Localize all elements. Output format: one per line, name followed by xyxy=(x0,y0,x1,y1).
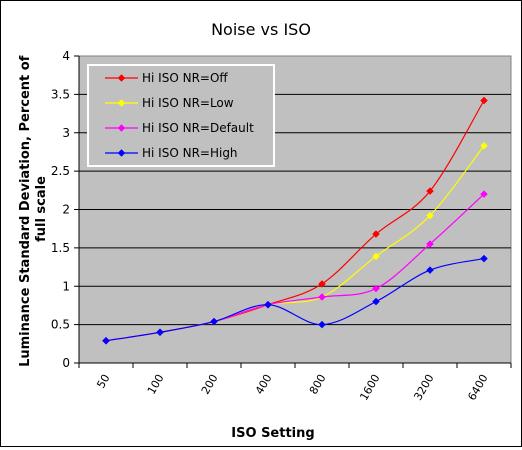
y-axis-label-line-2: full scale xyxy=(34,176,49,242)
y-tick-label: 3.5 xyxy=(51,87,70,101)
data-point xyxy=(117,99,126,107)
data-point xyxy=(480,96,488,105)
data-point xyxy=(117,149,126,157)
legend-label: Hi ISO NR=Default xyxy=(142,121,254,135)
series-layer xyxy=(102,96,488,345)
series-line xyxy=(105,258,485,342)
x-tick-label: 3200 xyxy=(411,372,436,403)
y-tick-label: 0 xyxy=(62,356,70,370)
data-point xyxy=(372,230,380,238)
data-point xyxy=(117,74,126,82)
y-tick-label: 0.5 xyxy=(51,318,70,332)
x-tick-label: 50 xyxy=(94,372,112,391)
x-tick-label: 200 xyxy=(199,372,221,397)
data-point xyxy=(102,336,110,345)
y-axis-label-line-1: Luminance Standard Deviation, Percent of xyxy=(18,55,33,367)
data-point xyxy=(318,293,326,301)
legend: Hi ISO NR=Off Hi ISO NR=Low Hi ISO NR=Defa… xyxy=(87,64,275,167)
y-tick-label: 2 xyxy=(62,203,70,217)
data-point xyxy=(372,297,380,306)
data-point xyxy=(426,187,434,195)
data-point xyxy=(117,124,126,132)
x-tick-label: 400 xyxy=(253,372,275,397)
legend-label: Hi ISO NR=High xyxy=(142,146,238,160)
data-point xyxy=(156,328,164,337)
y-axis-ticks: 0 0.5 1 1.5 2 2.5 3 3.5 4 xyxy=(51,49,80,370)
legend-label: Hi ISO NR=Off xyxy=(142,71,228,85)
x-axis-ticks: 50 100 200 400 800 1600 3200 6400 xyxy=(78,362,512,403)
data-point xyxy=(426,240,434,248)
x-tick-label: 100 xyxy=(145,372,167,397)
y-tick-label: 3 xyxy=(62,126,70,140)
data-point xyxy=(318,320,326,329)
y-tick-label: 1 xyxy=(62,279,70,293)
data-point xyxy=(426,211,434,220)
x-tick-label: 1600 xyxy=(357,372,382,403)
x-tick-label: 6400 xyxy=(465,372,490,403)
legend-box xyxy=(87,64,275,167)
data-point xyxy=(480,254,488,263)
data-point xyxy=(426,266,434,274)
data-point xyxy=(480,141,488,150)
legend-label: Hi ISO NR=Low xyxy=(142,96,234,110)
y-tick-label: 4 xyxy=(62,49,70,63)
data-point xyxy=(264,300,272,309)
chart-title: Noise vs ISO xyxy=(211,20,311,39)
data-point xyxy=(210,317,218,326)
y-tick-label: 2.5 xyxy=(51,164,70,178)
data-point xyxy=(372,252,380,261)
x-tick-label: 800 xyxy=(307,372,329,397)
data-point xyxy=(480,190,488,199)
y-axis-label: Luminance Standard Deviation, Percent of… xyxy=(18,51,49,367)
data-point xyxy=(372,284,380,293)
data-point xyxy=(318,280,326,288)
gridlines xyxy=(79,93,511,326)
y-tick-label: 1.5 xyxy=(51,241,70,255)
series-hi-iso-nr-high xyxy=(102,254,488,345)
x-axis-label: ISO Setting xyxy=(231,426,314,441)
